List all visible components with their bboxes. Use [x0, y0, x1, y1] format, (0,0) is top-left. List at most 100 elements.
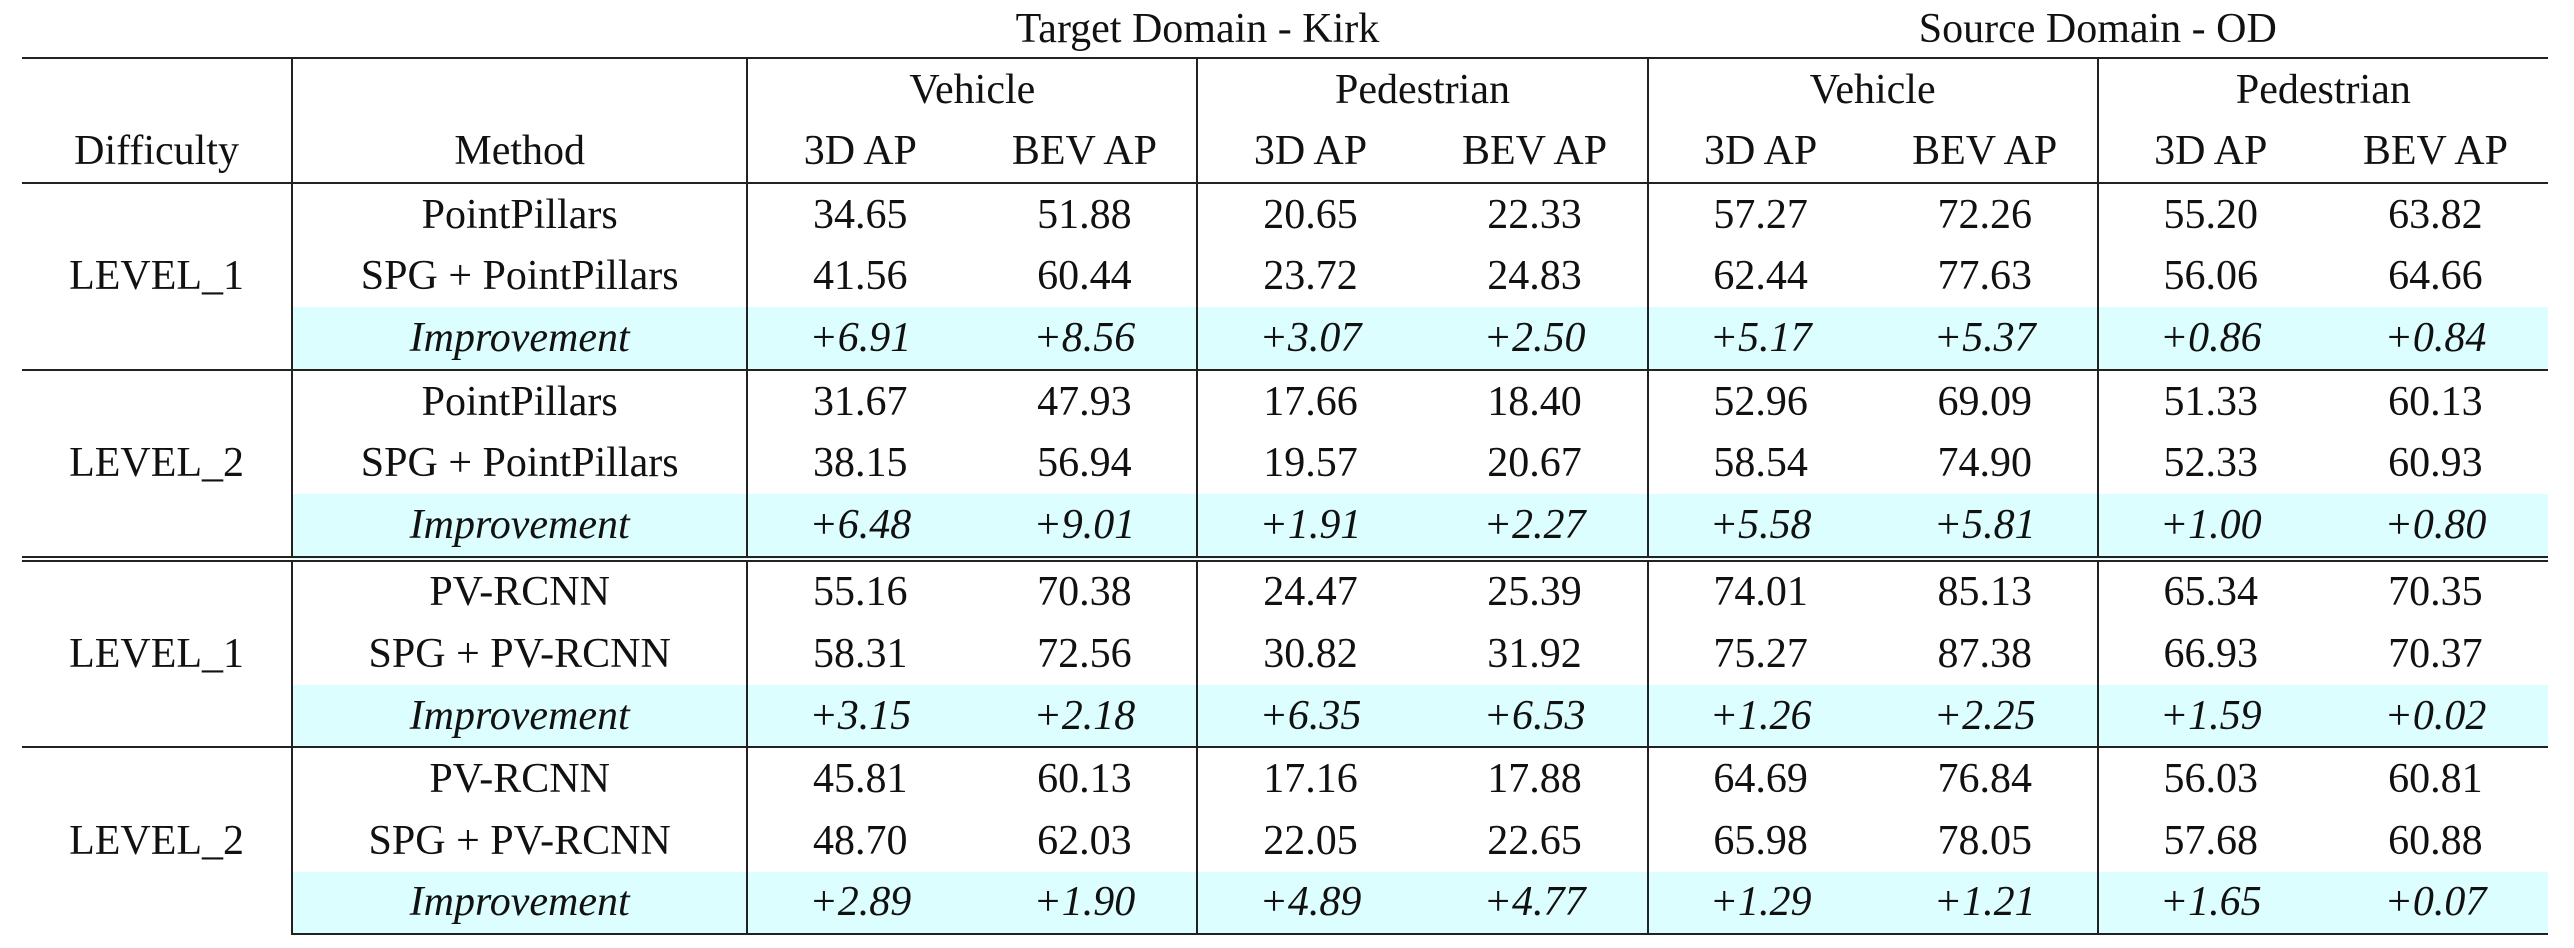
value-cell: 52.33 [2096, 432, 2323, 494]
value-cell: 30.82 [1196, 623, 1423, 685]
value-cell: 51.33 [2096, 368, 2323, 433]
value-cell: 63.82 [2322, 182, 2548, 246]
value-cell: 25.39 [1422, 555, 1648, 624]
value-cell: 72.26 [1872, 182, 2098, 246]
value-cell: +1.59 [2096, 684, 2323, 748]
value-cell: +5.17 [1646, 307, 1873, 370]
results-table: Target Domain - Kirk Source Domain - OD … [22, 0, 2548, 936]
value-cell: +6.91 [746, 307, 973, 370]
value-cell: 24.83 [1487, 253, 1582, 300]
value-cell: +4.89 [1196, 871, 1423, 936]
value-cell: 62.03 [1037, 817, 1132, 864]
value-cell: +5.58 [1646, 493, 1873, 559]
value-cell: 48.70 [746, 809, 973, 872]
difficulty-cell: LEVEL_1 [22, 555, 293, 748]
value-cell: 60.81 [2322, 746, 2548, 810]
table-row: SPG + PointPillars 41.56 60.44 23.72 24.83 62… [22, 245, 2548, 308]
value-cell: +0.02 [2322, 684, 2548, 748]
metric-header: BEV AP [1912, 128, 2058, 174]
difficulty-cell: LEVEL_2 [22, 746, 293, 935]
value-cell: 31.92 [1487, 630, 1582, 677]
value-cell: 51.88 [972, 182, 1198, 246]
metric-header: 3D AP [746, 120, 973, 183]
method-cell: PointPillars [291, 182, 748, 246]
value-cell: +1.90 [972, 871, 1198, 936]
table-row: SPG + PV-RCNN 48.70 62.03 22.05 22.65 65.98 78… [22, 809, 2548, 872]
metric-header: BEV AP [1011, 128, 1157, 174]
value-cell: +2.50 [1422, 307, 1648, 370]
value-cell: +8.56 [972, 307, 1198, 370]
domain-header-row: Target Domain - Kirk Source Domain - OD [22, 0, 2548, 58]
value-cell: 20.65 [1196, 182, 1423, 246]
metric-header: 3D AP [2096, 120, 2323, 183]
table-row: LEVEL_2 PV-RCNN 45.81 60.13 17.16 17.88 64.69 7… [22, 746, 2548, 935]
value-cell: 64.66 [2388, 253, 2483, 300]
improvement-row: Improvement +3.15 +2.18 +6.35 +6.53 +1.26 +2.2… [22, 684, 2548, 748]
value-cell: +5.37 [1872, 307, 2098, 370]
table-row: LEVEL_2 PointPillars 31.67 47.93 17.66 18.40 5… [22, 368, 2548, 559]
method-header: Method [291, 120, 748, 183]
value-cell: 60.13 [972, 746, 1198, 810]
value-cell: 77.63 [1937, 253, 2032, 300]
value-cell: 70.38 [972, 555, 1198, 624]
difficulty-cell: LEVEL_2 [22, 368, 293, 559]
value-cell: 34.65 [746, 182, 973, 246]
value-cell: +1.21 [1872, 871, 2098, 936]
value-cell: +5.81 [1872, 493, 2098, 559]
value-cell: 75.27 [1646, 623, 1873, 685]
value-cell: 65.98 [1646, 809, 1873, 872]
value-cell: 70.37 [2388, 630, 2483, 677]
value-cell: +2.25 [1872, 684, 2098, 748]
value-cell: 74.90 [1937, 440, 2032, 487]
value-cell: +4.77 [1422, 871, 1648, 936]
value-cell: 56.94 [1037, 440, 1132, 487]
value-cell: +0.86 [2096, 307, 2323, 370]
value-cell: 62.44 [1646, 245, 1873, 308]
value-cell: 60.88 [2388, 817, 2483, 864]
value-cell: 87.38 [1937, 630, 2032, 677]
target-domain-header: Target Domain - Kirk [1015, 5, 1380, 52]
value-cell: +0.84 [2322, 307, 2548, 370]
value-cell: 85.13 [1872, 555, 2098, 624]
value-cell: +6.35 [1196, 684, 1423, 748]
metric-header-row: Difficulty Method 3D AP BEV AP 3D AP BEV… [22, 120, 2548, 183]
method-cell: SPG + PointPillars [291, 245, 748, 308]
value-cell: 41.56 [746, 245, 973, 308]
metric-header: BEV AP [2362, 128, 2508, 174]
value-cell: 19.57 [1196, 432, 1423, 494]
value-cell: 17.66 [1196, 368, 1423, 433]
value-cell: +0.80 [2322, 493, 2548, 559]
value-cell: 78.05 [1937, 817, 2032, 864]
value-cell: 18.40 [1422, 368, 1648, 433]
value-cell: +3.15 [746, 684, 973, 748]
value-cell: 65.34 [2096, 555, 2323, 624]
method-cell: SPG + PV-RCNN [291, 623, 748, 685]
value-cell: 64.69 [1646, 746, 1873, 810]
value-cell: 22.65 [1487, 817, 1582, 864]
value-cell: +1.29 [1646, 871, 1873, 936]
metric-header: 3D AP [1646, 120, 1873, 183]
value-cell: +6.48 [746, 493, 973, 559]
value-cell: +2.18 [972, 684, 1198, 748]
method-cell: Improvement [291, 871, 748, 936]
value-cell: +1.91 [1196, 493, 1423, 559]
value-cell: 70.35 [2322, 555, 2548, 624]
value-cell: 24.47 [1196, 555, 1423, 624]
value-cell: 66.93 [2096, 623, 2323, 685]
class-header-row: Vehicle Pedestrian Vehicle Pedestrian [22, 57, 2548, 120]
value-cell: 45.81 [746, 746, 973, 810]
value-cell: +2.27 [1422, 493, 1648, 559]
value-cell: 52.96 [1646, 368, 1873, 433]
table-row: LEVEL_1 PointPillars 34.65 51.88 20.65 22.33 5… [22, 182, 2548, 370]
method-cell: Improvement [291, 307, 748, 370]
improvement-row: Improvement +2.89 +1.90 +4.89 +4.77 +1.29 +1.2… [22, 871, 2548, 936]
value-cell: 22.33 [1422, 182, 1648, 246]
value-cell: 23.72 [1196, 245, 1423, 308]
value-cell: 55.20 [2096, 182, 2323, 246]
method-cell: SPG + PointPillars [291, 432, 748, 494]
difficulty-header: Difficulty [74, 128, 239, 174]
value-cell: 60.93 [2388, 440, 2483, 487]
value-cell: 57.27 [1646, 182, 1873, 246]
value-cell: 57.68 [2096, 809, 2323, 872]
class-header-source-pedestrian: Pedestrian [2096, 57, 2548, 120]
